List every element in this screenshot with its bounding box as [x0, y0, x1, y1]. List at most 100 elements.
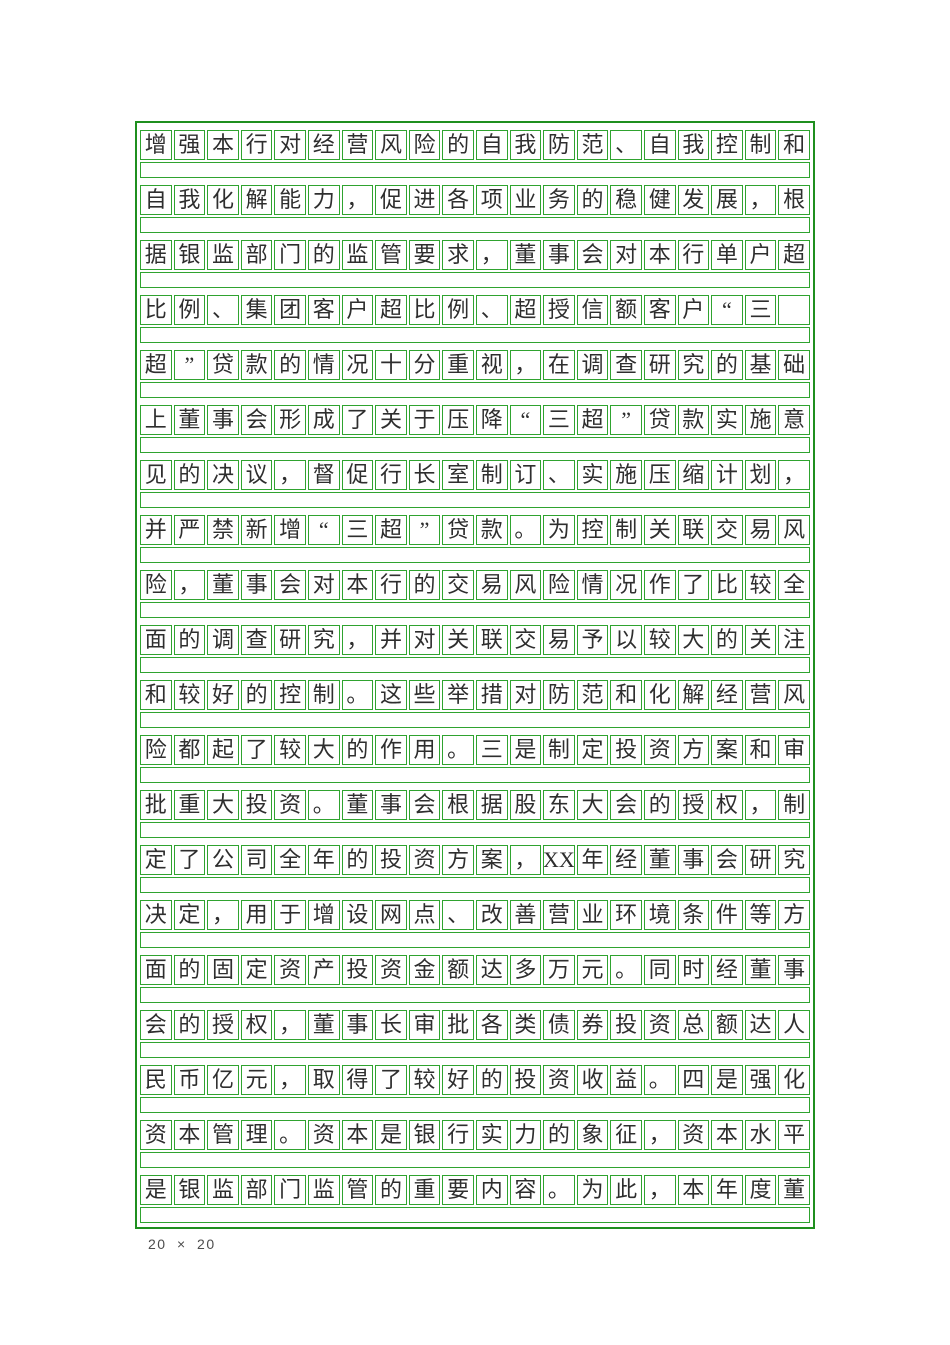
grid-cell: 自: [140, 185, 172, 215]
grid-cell: 压: [643, 460, 676, 490]
grid-cell: 制: [475, 460, 508, 490]
grid-cell: 究: [677, 350, 710, 380]
grid-cell: 款: [677, 405, 710, 435]
grid-cell: 易: [744, 515, 777, 545]
grid-cell: 促: [341, 460, 374, 490]
grid-cell: 为: [543, 515, 575, 545]
grid-cell: 的: [274, 350, 306, 380]
grid-cell: ，: [341, 185, 374, 215]
grid-cell: 投: [509, 1065, 542, 1095]
grid-cell: 实: [576, 460, 609, 490]
grid-cell: 了: [677, 570, 710, 600]
grid-cell: 经: [711, 680, 743, 710]
grid-cell: 视: [475, 350, 508, 380]
grid-cell: ，: [778, 460, 810, 490]
grid-cell: 制: [543, 735, 575, 765]
grid-cell: 币: [173, 1065, 206, 1095]
grid-row-unit: 自我化解能力，促进各项业务的稳健发展，根: [140, 185, 810, 233]
grid-cell: 风: [778, 680, 810, 710]
grid-cell: 网: [375, 900, 407, 930]
grid-cell: 等: [744, 900, 777, 930]
grid-cell: 对: [610, 240, 642, 270]
annotation-band: [140, 547, 810, 563]
grid-row: 资本管理。资本是银行实力的象征，资本水平: [140, 1120, 810, 1150]
grid-cell: 和: [744, 735, 777, 765]
grid-cell: 行: [677, 240, 710, 270]
grid-cell: 万: [543, 955, 575, 985]
grid-cell: 额: [610, 295, 642, 325]
grid-cell: 户: [744, 240, 777, 270]
grid-cell: 营: [543, 900, 575, 930]
grid-cell: 情: [307, 350, 340, 380]
grid-cell: 长: [375, 1010, 407, 1040]
grid-cell: 制: [307, 680, 340, 710]
grid-cell: 得: [341, 1065, 374, 1095]
annotation-band: [140, 1097, 810, 1113]
grid-cell: 在: [543, 350, 575, 380]
grid-row-unit: 比例、集团客户超比例、超授信额客户 “三: [140, 295, 810, 343]
grid-cell: 团: [274, 295, 306, 325]
grid-cell: 。: [543, 1175, 575, 1205]
grid-cell: 根: [778, 185, 810, 215]
grid-cell: 化: [207, 185, 239, 215]
grid-cell: 要: [442, 1175, 474, 1205]
grid-cell: 监: [207, 1175, 239, 1205]
grid-cell: 和: [140, 680, 172, 710]
grid-row-unit: 上董事会形成了关于压降 “三超” 贷款实施意: [140, 405, 810, 453]
grid-cell: 。: [442, 735, 474, 765]
grid-cell: ”: [173, 350, 206, 380]
grid-cell: 。: [307, 790, 340, 820]
grid-cell: 查: [610, 350, 642, 380]
grid-cell: 增: [274, 515, 306, 545]
grid-cell: 固: [207, 955, 239, 985]
grid-cell: 经: [610, 845, 642, 875]
grid-cell: 授: [543, 295, 575, 325]
grid-cell: 贷: [442, 515, 474, 545]
grid-cell: 条: [677, 900, 710, 930]
grid-cell: 门: [274, 240, 306, 270]
grid-cell: 范: [576, 680, 609, 710]
grid-cell: 善: [509, 900, 542, 930]
grid-cell: 防: [543, 130, 575, 160]
grid-cell: 较: [274, 735, 306, 765]
grid-cell: 险: [140, 570, 172, 600]
grid-cell: 投: [610, 735, 642, 765]
grid-cell: 措: [475, 680, 508, 710]
grid-cell: 资: [274, 955, 306, 985]
grid-cell: 了: [375, 1065, 407, 1095]
grid-row-unit: 民币亿元，取得了较好的投资收益。四是强化: [140, 1065, 810, 1113]
grid-cell: 项: [475, 185, 508, 215]
grid-cell: 亿: [207, 1065, 239, 1095]
annotation-band: [140, 1152, 810, 1168]
grid-cell: 研: [643, 350, 676, 380]
grid-cell: 监: [307, 1175, 340, 1205]
grid-row: 上董事会形成了关于压降 “三超” 贷款实施意: [140, 405, 810, 435]
grid-cell: 况: [341, 350, 374, 380]
grid-cell: 股: [509, 790, 542, 820]
annotation-band: [140, 657, 810, 673]
grid-cell: 本: [207, 130, 239, 160]
grid-cell: 稳: [610, 185, 642, 215]
grid-cell: 了: [240, 735, 273, 765]
grid-cell: 本: [173, 1120, 206, 1150]
grid-cell: 展: [711, 185, 743, 215]
annotation-band: [140, 877, 810, 893]
grid-cell: ，: [475, 240, 508, 270]
grid-cell: ，: [341, 625, 374, 655]
grid-cell: 贷: [643, 405, 676, 435]
grid-cell: 好: [442, 1065, 474, 1095]
grid-row-unit: 是银监部门监管的重要内容。为此，本年度董: [140, 1175, 810, 1223]
grid-row-unit: 面的固定资产投资金额达多万元。同时经董事: [140, 955, 810, 1003]
grid-cell: 三: [744, 295, 777, 325]
grid-cell: 象: [576, 1120, 609, 1150]
grid-cell: 室: [442, 460, 474, 490]
grid-cell: 解: [677, 680, 710, 710]
grid-cell: 决: [140, 900, 172, 930]
grid-cell: 究: [778, 845, 810, 875]
grid-cell: 并: [140, 515, 172, 545]
grid-cell: 风: [375, 130, 407, 160]
grid-cell: 情: [576, 570, 609, 600]
grid-cell: ，: [744, 790, 777, 820]
grid-cell: 险: [408, 130, 441, 160]
annotation-band: [140, 987, 810, 1003]
